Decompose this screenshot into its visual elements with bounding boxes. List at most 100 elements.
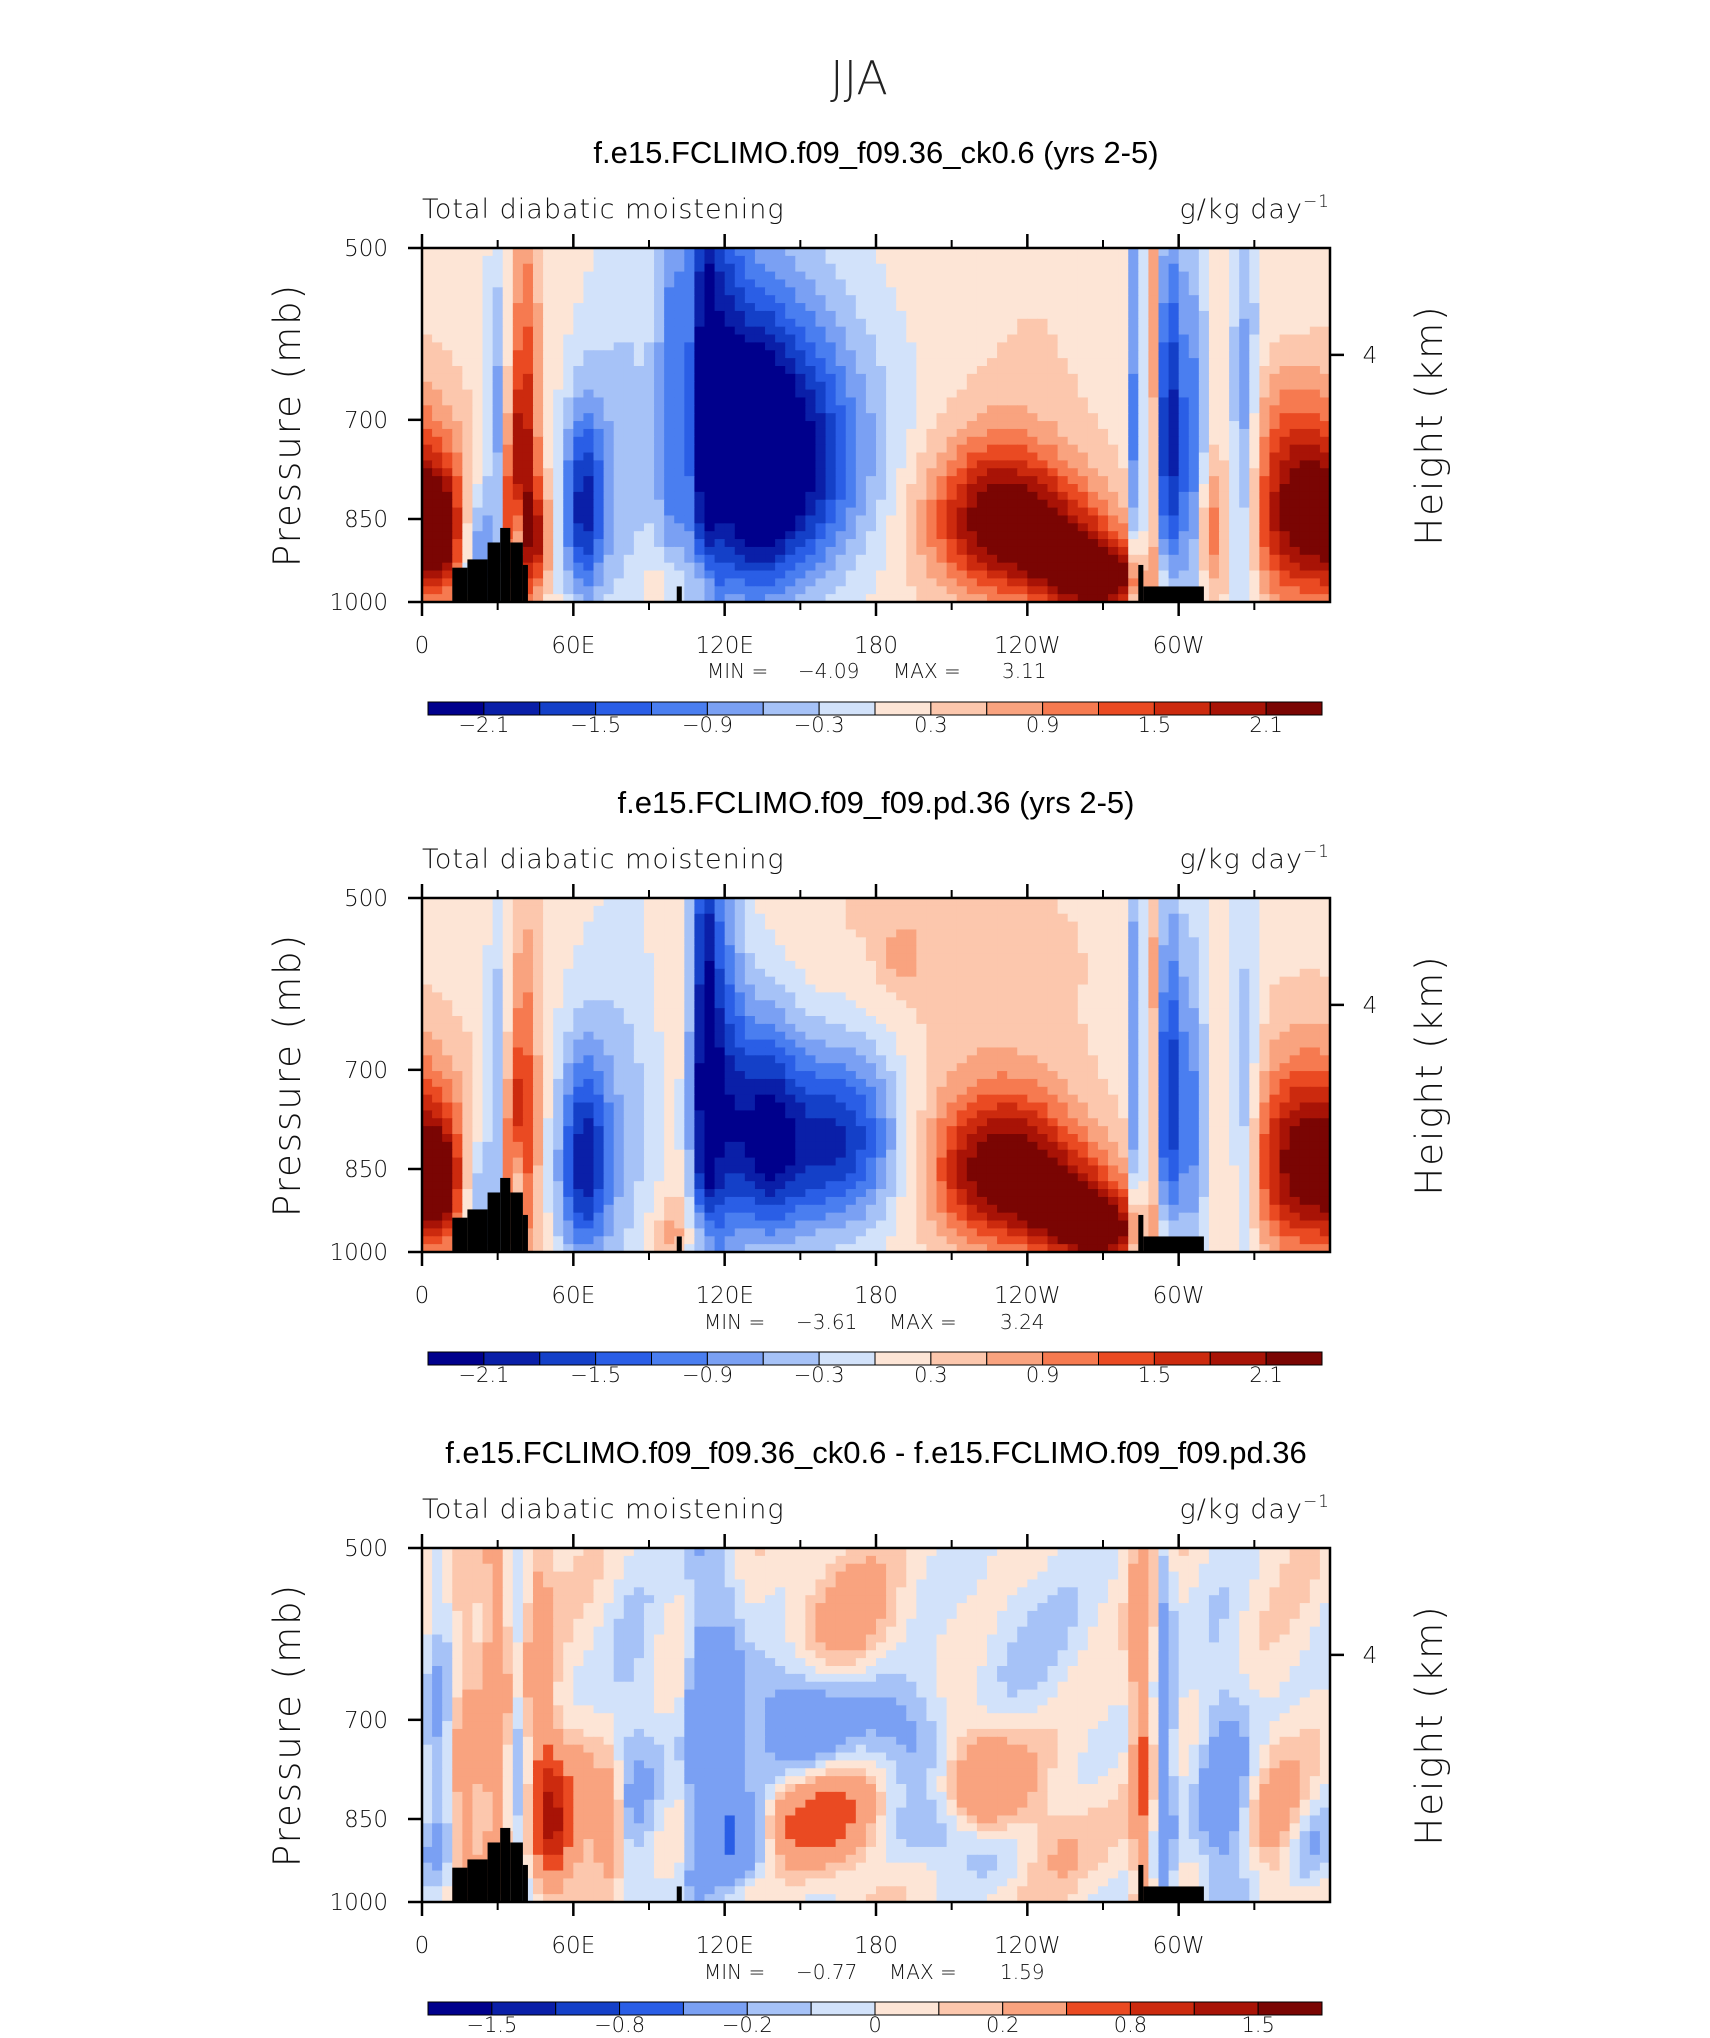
field-cell xyxy=(855,366,867,375)
field-cell xyxy=(553,476,564,485)
field-cell xyxy=(633,342,645,351)
field-cell xyxy=(1158,428,1170,438)
field-cell xyxy=(1007,562,1018,572)
field-cell xyxy=(1269,507,1281,517)
field-cell xyxy=(805,358,817,367)
field-cell xyxy=(744,397,756,406)
field-cell xyxy=(654,452,665,461)
field-cell xyxy=(1208,507,1220,517)
field-cell xyxy=(522,515,534,524)
field-cell xyxy=(1309,310,1321,320)
field-cell xyxy=(583,263,595,273)
field-cell xyxy=(1269,303,1281,312)
field-cell xyxy=(583,953,595,962)
field-cell xyxy=(1077,413,1089,422)
field-cell xyxy=(1118,389,1129,399)
field-cell xyxy=(1198,953,1210,962)
field-cell xyxy=(825,507,837,517)
field-cell xyxy=(1067,397,1079,406)
field-cell xyxy=(1037,271,1049,281)
field-cell xyxy=(1128,326,1139,336)
field-cell xyxy=(1037,334,1049,343)
field-cell xyxy=(896,326,907,336)
field-cell xyxy=(1128,586,1139,595)
field-cell xyxy=(865,405,877,414)
field-cell xyxy=(1289,921,1301,931)
field-cell xyxy=(1128,397,1139,406)
field-cell xyxy=(643,405,655,414)
field-cell xyxy=(532,586,544,595)
field-cell xyxy=(754,913,766,923)
field-cell xyxy=(1219,937,1230,946)
field-cell xyxy=(825,310,837,320)
field-cell xyxy=(946,468,958,477)
field-cell xyxy=(633,358,645,367)
field-cell xyxy=(1148,436,1160,446)
field-cell xyxy=(1208,515,1220,524)
field-cell xyxy=(472,921,484,931)
field-cell xyxy=(1027,326,1039,336)
field-cell xyxy=(452,554,463,564)
field-cell xyxy=(1108,594,1119,602)
field-cell xyxy=(1158,413,1170,422)
field-cell xyxy=(805,539,817,548)
field-cell xyxy=(795,905,806,915)
field-cell xyxy=(613,554,625,564)
field-cell xyxy=(1198,531,1210,540)
field-cell xyxy=(886,366,897,375)
field-cell xyxy=(654,436,665,446)
field-cell xyxy=(1037,452,1049,461)
field-cell xyxy=(1138,953,1149,962)
field-cell xyxy=(1208,484,1220,493)
field-cell xyxy=(1037,468,1049,477)
field-cell xyxy=(704,460,716,469)
field-cell xyxy=(522,484,534,493)
field-cell xyxy=(1077,578,1089,587)
field-cell xyxy=(855,389,867,399)
field-cell xyxy=(704,421,716,430)
field-cell xyxy=(1309,484,1321,493)
field-cell xyxy=(1057,531,1069,540)
field-cell xyxy=(1219,905,1230,915)
field-cell xyxy=(997,366,1008,375)
field-cell xyxy=(603,953,615,962)
field-cell xyxy=(1198,546,1210,556)
field-cell xyxy=(1299,248,1311,257)
field-cell xyxy=(432,436,443,446)
field-cell xyxy=(1158,295,1170,304)
field-cell xyxy=(553,373,564,383)
field-cell xyxy=(1027,334,1039,343)
field-cell xyxy=(623,578,635,587)
field-cell xyxy=(1168,499,1180,509)
field-cell xyxy=(1057,279,1069,288)
field-cell xyxy=(603,263,615,273)
field-cell xyxy=(1007,945,1018,954)
field-cell xyxy=(986,381,998,391)
field-cell xyxy=(613,953,625,962)
field-cell xyxy=(694,476,706,485)
field-cell xyxy=(1279,929,1291,938)
field-cell xyxy=(502,515,514,524)
field-cell xyxy=(1299,421,1311,430)
field-cell xyxy=(956,428,968,438)
field-cell xyxy=(1037,389,1049,399)
field-cell xyxy=(704,937,716,946)
field-cell xyxy=(986,421,998,430)
field-cell xyxy=(1077,263,1089,273)
field-cell xyxy=(855,953,867,962)
field-cell xyxy=(664,255,675,265)
field-cell xyxy=(997,334,1008,343)
field-cell xyxy=(916,484,928,493)
field-cell xyxy=(765,366,776,375)
field-cell xyxy=(744,476,756,485)
field-cell xyxy=(936,381,948,391)
field-cell xyxy=(886,905,897,915)
field-cell xyxy=(876,436,887,446)
field-cell xyxy=(643,539,655,548)
field-cell xyxy=(1279,342,1291,351)
field-cell xyxy=(785,263,796,273)
field-cell xyxy=(744,546,756,556)
field-cell xyxy=(1047,271,1059,281)
field-cell xyxy=(956,531,968,540)
field-cell xyxy=(916,397,928,406)
